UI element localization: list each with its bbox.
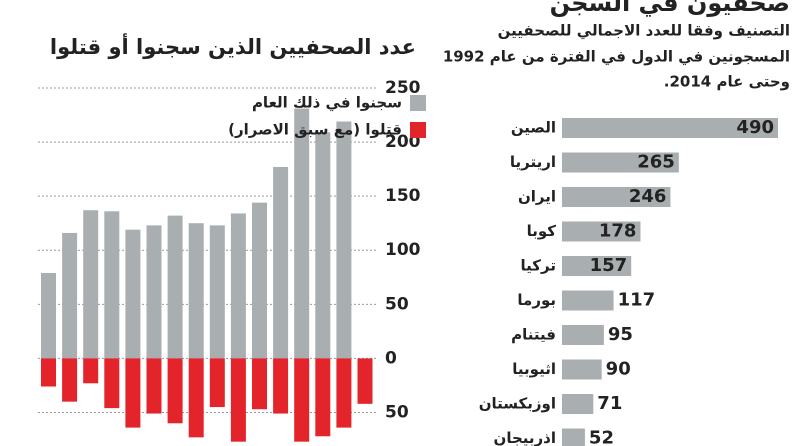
bar bbox=[562, 118, 778, 138]
bar bbox=[562, 256, 632, 276]
legend-swatch bbox=[410, 122, 426, 138]
bar bbox=[336, 358, 352, 428]
bar bbox=[188, 358, 204, 438]
bar bbox=[230, 213, 246, 359]
bar bbox=[83, 358, 99, 384]
subtitle-line: التصنيف وفقا للعدد الاجمالي للصحفيين bbox=[498, 22, 790, 40]
bar bbox=[294, 358, 310, 442]
bar bbox=[336, 121, 352, 359]
bar bbox=[167, 215, 183, 359]
bar bbox=[252, 358, 267, 410]
bar bbox=[562, 359, 602, 380]
value-label: 90 bbox=[606, 359, 631, 380]
bar bbox=[167, 358, 183, 424]
legend-label: سجنوا في ذلك العام bbox=[252, 94, 402, 112]
bar bbox=[294, 108, 310, 359]
bar bbox=[104, 358, 120, 409]
bar bbox=[357, 358, 373, 404]
category-label: اذربيجان bbox=[494, 429, 556, 446]
category-label: اوزبكستان bbox=[479, 395, 556, 413]
bar bbox=[273, 166, 289, 359]
bar bbox=[62, 232, 78, 359]
y-tick-label: 100 bbox=[385, 240, 421, 260]
category-label: كوبا bbox=[527, 222, 557, 240]
category-label: اريتريا bbox=[510, 153, 556, 171]
bar bbox=[562, 221, 641, 242]
y-tick-label: 0 bbox=[385, 348, 397, 368]
category-label: اثيوبيا bbox=[512, 360, 556, 378]
right-chart-title: صحفيون في السجن bbox=[550, 0, 790, 17]
bar bbox=[104, 211, 120, 359]
y-tick-label: 50 bbox=[385, 294, 409, 314]
value-label: 95 bbox=[608, 324, 633, 345]
bar bbox=[125, 229, 141, 359]
bar bbox=[41, 358, 56, 387]
bar bbox=[562, 325, 604, 345]
category-label: فيتنام bbox=[511, 326, 556, 344]
value-label: 71 bbox=[597, 393, 622, 414]
bar bbox=[273, 358, 289, 414]
value-label: 490 bbox=[736, 117, 774, 138]
bar bbox=[562, 152, 679, 173]
value-label: 117 bbox=[618, 290, 656, 311]
bar bbox=[41, 272, 56, 359]
bar bbox=[209, 358, 225, 408]
bar bbox=[315, 358, 331, 437]
bar bbox=[125, 358, 141, 428]
bar bbox=[562, 187, 671, 207]
bar bbox=[209, 225, 225, 359]
bar bbox=[146, 225, 162, 359]
bar bbox=[252, 202, 267, 359]
legend-label: قتلوا (مع سبق الاصرار) bbox=[228, 121, 402, 139]
bar bbox=[62, 358, 78, 402]
y-tick-label: 50 bbox=[385, 402, 409, 422]
value-label: 157 bbox=[590, 255, 628, 276]
value-label: 52 bbox=[589, 428, 614, 446]
bar bbox=[562, 290, 614, 311]
bar bbox=[230, 358, 246, 442]
category-label: بورما bbox=[517, 291, 556, 309]
left-chart-title: عدد الصحفيين الذين سجنوا أو قتلوا bbox=[50, 32, 416, 59]
bar bbox=[562, 394, 594, 414]
category-label: تركيا bbox=[521, 257, 556, 275]
value-label: 246 bbox=[629, 186, 667, 207]
bar bbox=[83, 210, 99, 359]
legend-swatch bbox=[410, 95, 426, 111]
y-tick-label: 150 bbox=[385, 186, 421, 206]
subtitle-line: وحتى عام 2014. bbox=[664, 73, 790, 91]
bar bbox=[188, 223, 204, 359]
subtitle-line: المسجونين في الدول في الفترة من عام 1992 bbox=[443, 48, 790, 66]
value-label: 178 bbox=[599, 221, 637, 242]
category-label: الصين bbox=[511, 119, 556, 137]
bar bbox=[562, 428, 585, 446]
y-tick-label: 250 bbox=[385, 78, 421, 98]
bar bbox=[146, 358, 162, 414]
bar bbox=[315, 132, 331, 359]
category-label: ايران bbox=[518, 188, 556, 206]
value-label: 265 bbox=[637, 152, 675, 173]
